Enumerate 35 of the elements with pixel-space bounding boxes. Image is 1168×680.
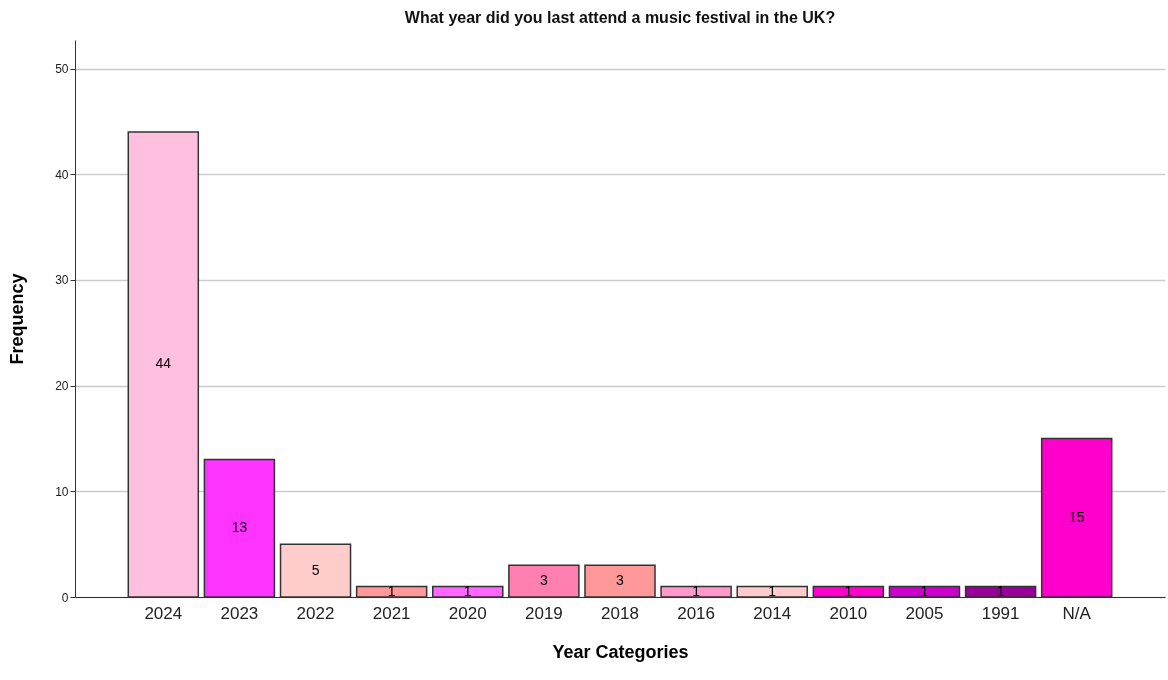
y-tick-label: 40 — [55, 167, 69, 182]
data-label: 1 — [996, 582, 1005, 599]
data-label: 1 — [768, 582, 777, 599]
x-tick-label: 2014 — [753, 603, 792, 623]
data-label: 44 — [155, 355, 172, 372]
data-label: 15 — [1068, 508, 1085, 525]
x-tick-label: 2016 — [677, 603, 716, 623]
x-tick-label: 1991 — [981, 603, 1020, 623]
data-label: 1 — [920, 582, 929, 599]
x-tick-label: 2021 — [372, 603, 411, 623]
data-label: 5 — [311, 561, 320, 578]
data-label: 1 — [692, 582, 701, 599]
data-label: 1 — [463, 582, 472, 599]
x-tick-label: 2005 — [905, 603, 944, 623]
x-tick-label: 2022 — [296, 603, 335, 623]
x-axis-title: Year Categories — [552, 641, 689, 662]
y-tick-label: 10 — [55, 484, 69, 499]
x-tick-label: 2010 — [829, 603, 868, 623]
x-tick-label: N/A — [1062, 603, 1092, 623]
y-tick-label: 0 — [61, 590, 69, 605]
data-label: 1 — [844, 582, 853, 599]
data-label: 13 — [231, 519, 248, 536]
x-tick-label: 2023 — [220, 603, 259, 623]
x-tick-label: 2024 — [144, 603, 183, 623]
chart-title: What year did you last attend a music festival in the UK? — [404, 9, 836, 26]
y-tick-label: 20 — [55, 379, 69, 394]
x-tick-label: 2018 — [601, 603, 639, 623]
data-label: 3 — [616, 572, 625, 589]
y-tick-label: 30 — [55, 273, 69, 288]
y-axis-title: Frequency — [7, 273, 28, 365]
x-tick-label: 2020 — [448, 603, 487, 623]
data-label: 3 — [539, 572, 548, 589]
data-label: 1 — [387, 582, 396, 599]
y-tick-label: 50 — [55, 62, 69, 77]
x-tick-label: 2019 — [524, 603, 563, 623]
